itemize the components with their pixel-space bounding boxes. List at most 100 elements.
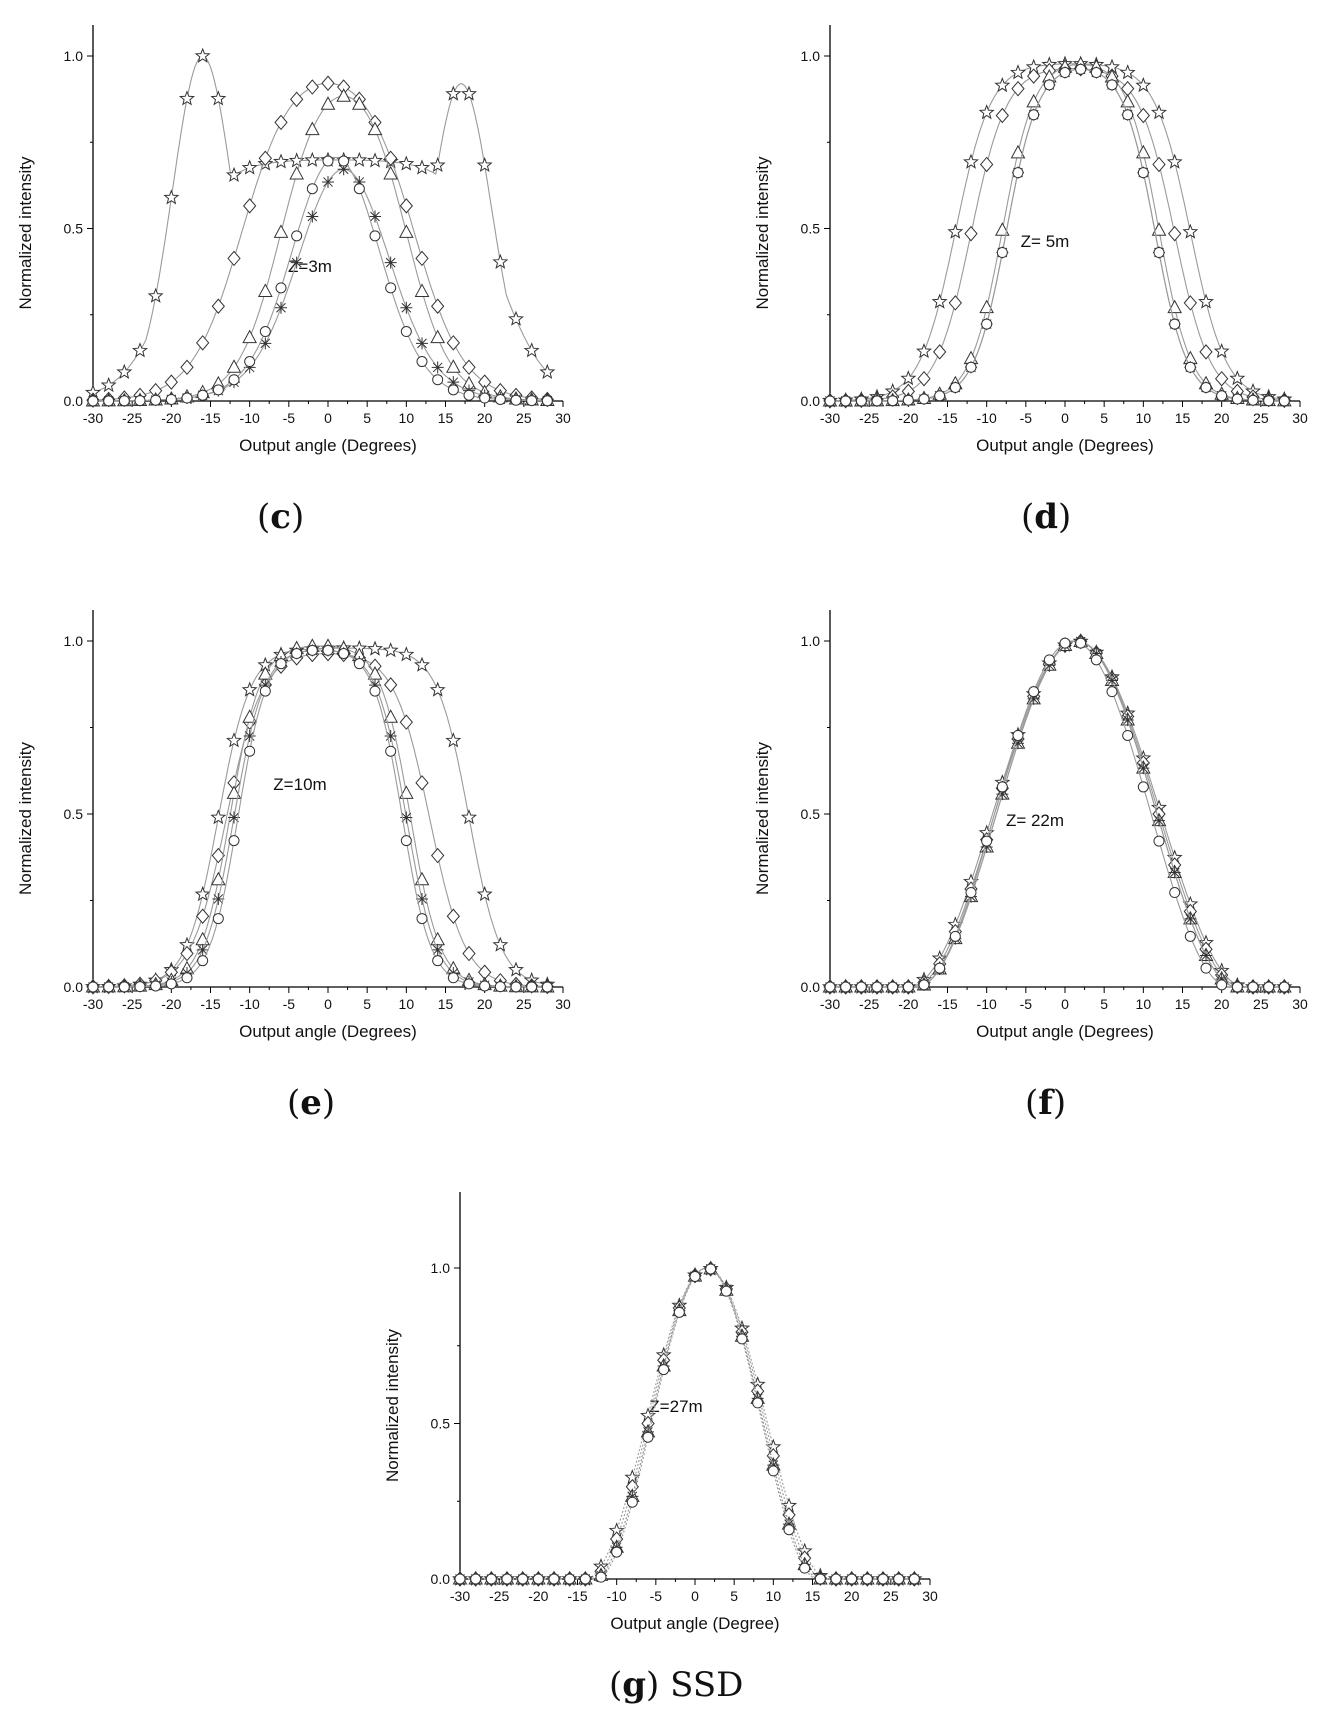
asterisk-marker — [322, 175, 334, 188]
triangle-marker — [336, 88, 352, 102]
x-tick-label: 20 — [477, 996, 493, 1012]
circle-marker — [385, 282, 397, 294]
x-tick-label: 30 — [1292, 410, 1308, 426]
x-tick-label: -5 — [283, 410, 296, 426]
diamond-marker — [1011, 80, 1025, 97]
circle-marker — [1247, 981, 1259, 993]
series-line — [92, 55, 548, 394]
asterisk-marker — [369, 210, 381, 223]
diamond-marker — [180, 359, 194, 376]
y-tick-label: 1.0 — [64, 48, 84, 64]
panel-label-e: (e) — [287, 1083, 336, 1123]
x-tick-label: -15 — [200, 410, 220, 426]
series-line — [93, 95, 548, 402]
x-tick-label: -20 — [898, 996, 918, 1012]
circle-marker — [353, 658, 365, 670]
asterisk-marker — [1215, 972, 1228, 985]
x-tick-label: -30 — [820, 410, 840, 426]
x-tick-label: -20 — [161, 410, 181, 426]
circle-marker — [1090, 654, 1102, 666]
diamond-marker — [274, 114, 288, 131]
circle-marker — [1278, 981, 1290, 993]
asterisk-marker — [1012, 737, 1024, 750]
x-tick-label: 25 — [1253, 410, 1269, 426]
circle-marker — [830, 1573, 842, 1585]
circle-marker — [510, 394, 522, 406]
circle-marker — [965, 361, 977, 373]
star-marker — [194, 885, 211, 902]
circle-marker — [463, 389, 475, 401]
y-axis-label: Normalized intensity — [16, 156, 35, 310]
triangle-marker — [367, 121, 383, 136]
x-tick-label: 0 — [324, 996, 332, 1012]
circle-marker — [814, 1573, 826, 1585]
circle-marker — [996, 247, 1008, 259]
circle-marker — [322, 644, 334, 656]
circle-marker — [1028, 109, 1040, 121]
y-axis-label: Normalized intensity — [16, 741, 35, 895]
asterisk-marker — [416, 892, 428, 905]
circle-marker — [1122, 109, 1134, 121]
circle-marker — [306, 644, 318, 656]
circle-marker — [165, 978, 177, 990]
circle-marker — [949, 930, 961, 942]
y-tick-label: 0.5 — [431, 1416, 451, 1432]
triangle-marker — [1026, 93, 1042, 108]
circle-marker — [291, 230, 303, 242]
star-marker — [1213, 343, 1230, 359]
series-line — [93, 168, 548, 402]
diamond-marker — [258, 150, 272, 167]
x-tick-label: 5 — [363, 996, 371, 1012]
circle-marker — [1216, 979, 1228, 991]
x-tick-label: 0 — [324, 410, 332, 426]
series-diamond — [823, 60, 1291, 409]
circle-marker — [197, 955, 209, 967]
diamond-marker — [227, 250, 241, 267]
circle-marker — [893, 1573, 905, 1585]
asterisk-marker — [400, 301, 413, 314]
circle-marker — [118, 395, 130, 407]
x-tick-label: -10 — [977, 996, 997, 1012]
x-tick-label: 25 — [883, 1588, 899, 1604]
diamond-marker — [196, 335, 210, 351]
y-tick-label: 0.0 — [801, 979, 821, 995]
asterisk-marker — [290, 256, 303, 269]
circle-marker — [369, 230, 381, 242]
circle-marker — [479, 980, 491, 992]
y-tick-label: 1.0 — [801, 48, 821, 64]
star-marker — [931, 293, 948, 309]
x-tick-label: -25 — [859, 996, 879, 1012]
circle-marker — [1247, 394, 1259, 406]
star-marker — [100, 376, 117, 393]
chart-panel-d: -30 -25 -20 -15 -10 -5 0 5 10 15 20 25 30 0.0 0.5 1.0 Ou… — [753, 25, 1308, 455]
star-marker — [507, 310, 525, 326]
circle-marker — [1012, 167, 1024, 179]
circle-marker — [595, 1571, 607, 1583]
star-marker — [241, 159, 258, 175]
series-circle — [824, 637, 1290, 993]
diamond-marker — [462, 359, 476, 376]
series-line — [93, 649, 548, 988]
diamond-marker — [1215, 370, 1229, 387]
circle-marker — [981, 835, 993, 847]
x-tick-label: 10 — [1136, 410, 1152, 426]
circle-marker — [1169, 318, 1181, 330]
asterisk-marker — [400, 811, 413, 824]
star-marker — [1009, 64, 1027, 80]
y-tick-label: 1.0 — [431, 1260, 451, 1276]
asterisk-marker — [353, 175, 366, 188]
circle-marker — [1043, 654, 1055, 666]
circle-marker — [934, 390, 946, 402]
star-marker — [366, 640, 384, 656]
diamond-marker — [1027, 68, 1041, 84]
star-marker — [225, 166, 243, 183]
circle-marker — [212, 384, 224, 396]
circle-marker — [541, 981, 553, 993]
triangle-marker — [351, 96, 367, 110]
circle-marker — [485, 1573, 497, 1585]
y-tick-label: 0.5 — [64, 221, 84, 237]
diamond-marker — [211, 298, 225, 315]
circle-marker — [689, 1270, 701, 1282]
circle-marker — [291, 648, 303, 660]
